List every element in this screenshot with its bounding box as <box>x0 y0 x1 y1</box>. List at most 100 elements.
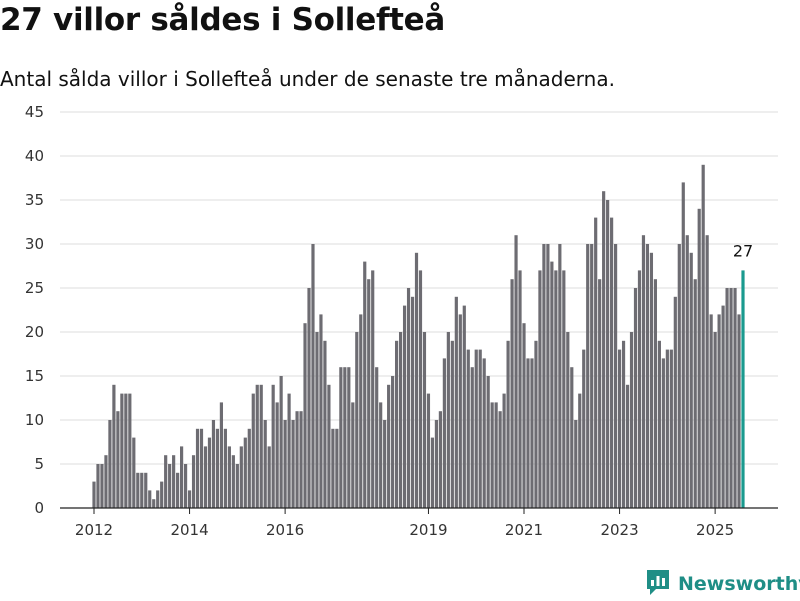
bar[interactable] <box>606 200 610 508</box>
bar[interactable] <box>195 428 200 508</box>
bar[interactable] <box>490 402 494 508</box>
bar[interactable] <box>319 314 323 508</box>
bar[interactable] <box>271 384 275 508</box>
bar[interactable] <box>693 279 697 508</box>
bar[interactable] <box>291 420 295 508</box>
bar[interactable] <box>211 420 216 508</box>
bar[interactable] <box>737 314 741 508</box>
bar[interactable] <box>514 235 518 508</box>
bar[interactable] <box>689 252 693 508</box>
bar[interactable] <box>502 393 506 508</box>
bar[interactable] <box>335 428 339 508</box>
bar[interactable] <box>191 455 196 508</box>
newsworthy-brand[interactable]: Newsworthy <box>644 568 800 600</box>
bar[interactable] <box>140 472 144 508</box>
bar[interactable] <box>235 464 239 508</box>
bar[interactable] <box>156 490 160 508</box>
bar[interactable] <box>148 490 152 508</box>
bar[interactable] <box>733 288 737 508</box>
bar[interactable] <box>347 367 351 508</box>
bar[interactable] <box>482 358 486 508</box>
bar[interactable] <box>522 323 526 508</box>
bar[interactable] <box>395 340 399 508</box>
bar[interactable] <box>299 411 303 508</box>
bar[interactable] <box>721 305 725 508</box>
bar[interactable] <box>124 393 128 508</box>
bar[interactable] <box>92 481 96 508</box>
bar[interactable] <box>574 420 578 508</box>
bar[interactable] <box>570 367 574 508</box>
bar[interactable] <box>438 411 442 508</box>
bar[interactable] <box>598 279 602 508</box>
bar[interactable] <box>645 244 650 508</box>
bar[interactable] <box>383 420 387 508</box>
bar[interactable] <box>283 420 287 508</box>
bar[interactable] <box>697 208 701 509</box>
bar[interactable] <box>223 428 227 508</box>
bar[interactable] <box>613 244 618 508</box>
bar[interactable] <box>478 349 482 508</box>
bar[interactable] <box>239 446 243 508</box>
bar[interactable] <box>649 252 654 508</box>
bar[interactable] <box>100 464 104 508</box>
bar[interactable] <box>418 270 423 508</box>
bar[interactable] <box>168 464 172 508</box>
bar[interactable] <box>450 340 454 508</box>
bar[interactable] <box>275 402 279 508</box>
bar[interactable] <box>303 323 307 508</box>
bar[interactable] <box>391 376 395 508</box>
bar[interactable] <box>132 437 136 508</box>
bar[interactable] <box>526 358 530 508</box>
bar[interactable] <box>665 349 669 508</box>
bar[interactable] <box>259 384 263 508</box>
bar[interactable] <box>566 332 570 508</box>
bar[interactable] <box>470 367 474 508</box>
bar[interactable] <box>96 464 100 508</box>
bar[interactable] <box>669 349 673 508</box>
bar[interactable] <box>538 270 542 508</box>
bar[interactable] <box>633 288 638 508</box>
bar[interactable] <box>351 402 355 508</box>
bar[interactable] <box>701 164 705 509</box>
bar[interactable] <box>625 384 630 508</box>
bar[interactable] <box>510 279 514 508</box>
bar[interactable] <box>486 376 490 508</box>
bar[interactable] <box>462 305 466 508</box>
bar[interactable] <box>307 288 311 508</box>
bar[interactable] <box>434 420 439 508</box>
bar[interactable] <box>315 332 319 508</box>
bar[interactable] <box>717 314 721 508</box>
bar[interactable] <box>227 446 231 508</box>
bar[interactable] <box>466 349 470 508</box>
bar[interactable] <box>653 279 657 508</box>
bar[interactable] <box>398 332 403 508</box>
bar[interactable] <box>422 332 427 508</box>
bar[interactable] <box>474 349 478 508</box>
bar[interactable] <box>120 393 124 508</box>
bar[interactable] <box>705 235 709 508</box>
bar[interactable] <box>617 349 622 508</box>
bar[interactable] <box>263 420 267 508</box>
bar[interactable] <box>355 332 359 508</box>
highlighted-bar[interactable] <box>741 270 745 508</box>
bar[interactable] <box>172 455 176 508</box>
bar[interactable] <box>116 411 120 508</box>
bar[interactable] <box>367 279 371 508</box>
bar[interactable] <box>685 235 689 508</box>
bar[interactable] <box>375 367 379 508</box>
bar[interactable] <box>494 402 498 508</box>
bar[interactable] <box>637 270 642 508</box>
bar[interactable] <box>578 393 582 508</box>
bar[interactable] <box>586 244 590 508</box>
bar[interactable] <box>331 428 335 508</box>
bar[interactable] <box>629 332 634 508</box>
bar[interactable] <box>371 270 375 508</box>
bar[interactable] <box>279 376 283 508</box>
bar[interactable] <box>104 455 108 508</box>
bar[interactable] <box>359 314 363 508</box>
bar[interactable] <box>446 332 450 508</box>
bar[interactable] <box>550 261 554 508</box>
bar[interactable] <box>199 428 204 508</box>
bar[interactable] <box>144 472 148 508</box>
bar[interactable] <box>108 420 112 508</box>
